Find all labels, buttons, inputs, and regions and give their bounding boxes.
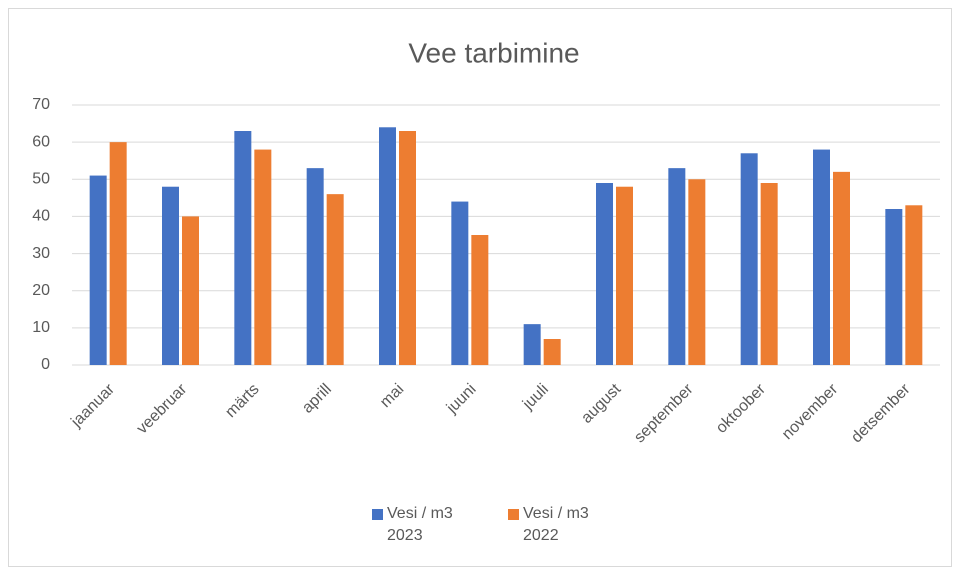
- bar: [234, 131, 252, 365]
- bar: [162, 186, 179, 365]
- bar: [616, 186, 633, 365]
- legend-swatch: [508, 509, 519, 520]
- bar: [813, 149, 830, 365]
- legend-entry: Vesi / m3 2022: [508, 503, 623, 547]
- legend-label: Vesi / m3 2022: [523, 505, 589, 544]
- bar: [451, 201, 469, 365]
- chart-title: Vee tarbimine: [408, 37, 579, 68]
- legend-entry: Vesi / m3 2023: [372, 503, 487, 547]
- y-tick-label: 60: [32, 133, 50, 150]
- bar: [688, 179, 706, 365]
- y-tick-label: 30: [32, 245, 50, 262]
- y-tick-label: 10: [32, 319, 50, 336]
- bar: [543, 339, 561, 365]
- bar: [668, 168, 686, 365]
- bar: [379, 127, 396, 366]
- y-tick-label: 70: [32, 96, 50, 113]
- y-tick-label: 20: [32, 282, 50, 299]
- bar: [833, 171, 850, 365]
- y-tick-label: 0: [41, 356, 50, 373]
- bar: [740, 153, 758, 365]
- bar: [885, 209, 903, 365]
- legend-swatch: [372, 509, 383, 520]
- bar: [109, 142, 127, 365]
- bar: [254, 149, 272, 365]
- bar: [399, 131, 416, 365]
- bar: [905, 205, 923, 365]
- bar: [471, 235, 489, 365]
- y-tick-label: 40: [32, 208, 50, 225]
- bar: [326, 194, 344, 365]
- bar: [523, 324, 541, 365]
- bar: [306, 168, 324, 365]
- bar: [182, 216, 199, 365]
- legend-label: Vesi / m3 2023: [387, 505, 453, 544]
- bar: [89, 175, 107, 365]
- bar: [760, 183, 778, 365]
- y-tick-label: 50: [32, 171, 50, 188]
- bar: [596, 183, 613, 365]
